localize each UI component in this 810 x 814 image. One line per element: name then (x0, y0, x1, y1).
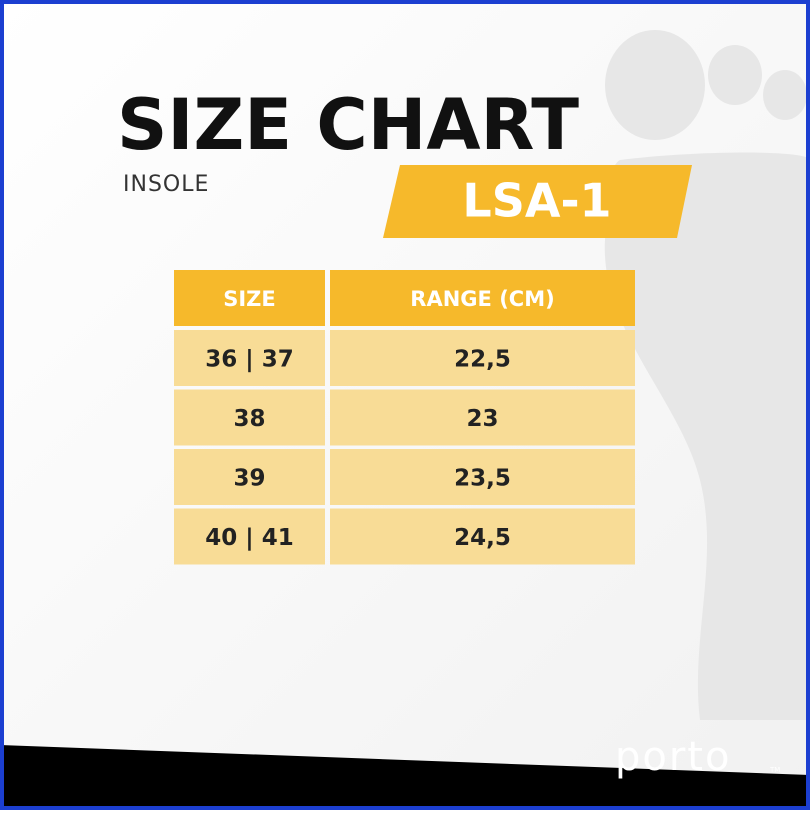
cell-text: 22,5 (454, 347, 511, 373)
subtitle: INSOLE (123, 172, 209, 197)
model-label: LSA-1 (462, 174, 611, 228)
header-cell (174, 270, 325, 326)
cell-text: 23,5 (454, 466, 511, 492)
cell-text: 40 | 41 (205, 525, 293, 551)
trademark: TM (769, 766, 780, 774)
table-cell (174, 449, 325, 505)
table-cell (330, 508, 635, 565)
brand-logo: porto (615, 734, 731, 780)
cell-text: 38 (233, 406, 265, 432)
table-cell (174, 508, 325, 565)
size-table: SIZE RANGE (CM) 36 | 37 22,5 38 23 39 23,5 40 | … (174, 270, 635, 565)
cell-text: 39 (233, 466, 265, 492)
title: SIZE CHART (117, 84, 579, 166)
table-cell (330, 330, 635, 386)
cell-text: 24,5 (454, 525, 511, 551)
table-cell (174, 389, 325, 446)
model-banner (383, 165, 692, 238)
column-header: RANGE (CM) (410, 287, 554, 311)
cell-text: 36 | 37 (205, 347, 293, 373)
column-header: SIZE (223, 287, 276, 311)
footer-band (0, 745, 810, 810)
table-cell (330, 449, 635, 505)
table-cell (330, 389, 635, 446)
foot-silhouette (604, 30, 810, 720)
cell-text: 23 (466, 406, 498, 432)
table-cell (174, 330, 325, 386)
header-cell (330, 270, 635, 326)
